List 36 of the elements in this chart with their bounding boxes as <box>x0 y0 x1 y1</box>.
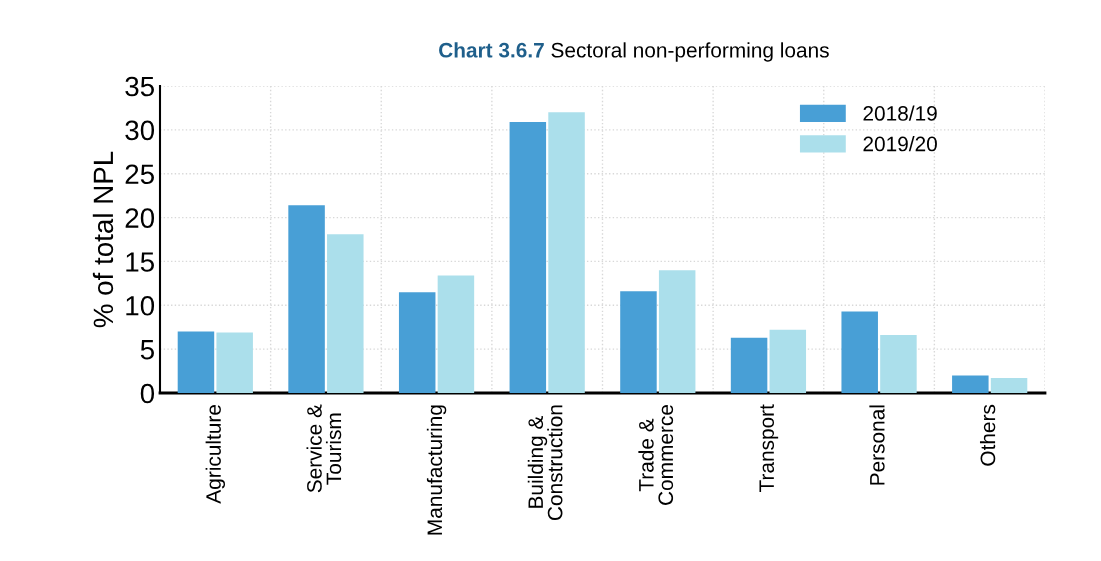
y-tick-label: 0 <box>140 383 155 404</box>
bar <box>880 335 917 393</box>
bar <box>730 337 768 393</box>
bar <box>398 292 436 393</box>
x-tick-label: Personal <box>869 405 885 485</box>
bar <box>620 291 657 393</box>
x-tick-label: Manufacturing <box>426 405 447 535</box>
bar <box>841 311 878 393</box>
bar <box>769 329 807 393</box>
legend-label: 2019/20 <box>863 136 937 152</box>
bar <box>177 331 215 393</box>
x-tick-label: Trade & Commerce <box>638 405 674 505</box>
bar <box>216 332 253 393</box>
y-tick-label: 10 <box>126 295 155 316</box>
bar <box>548 112 585 393</box>
y-tick-label: 20 <box>125 208 155 228</box>
y-tick-label: 25 <box>125 164 154 185</box>
y-tick-label: 15 <box>126 252 154 272</box>
x-tick-label: Service & Tourism <box>306 404 342 493</box>
x-tick-label: Building & Construction <box>527 405 563 520</box>
y-axis-title: % of total NPL <box>92 151 114 328</box>
bar <box>990 378 1028 393</box>
bar <box>437 275 475 393</box>
y-tick-label: 35 <box>125 76 154 97</box>
y-tick-label: 5 <box>140 340 154 360</box>
bar <box>327 234 364 393</box>
legend-label: 2018/19 <box>863 105 937 121</box>
bar <box>288 205 325 393</box>
x-tick-label: Others <box>979 404 996 466</box>
bar <box>658 270 696 393</box>
x-tick-label: Transport <box>759 404 779 492</box>
bar <box>509 121 547 393</box>
y-tick-label: 30 <box>125 120 155 141</box>
x-tick-label: Agriculture <box>205 405 226 504</box>
bar <box>952 375 989 393</box>
chart-title: Chart 3.6.7 Sectoral non-performing loans <box>439 42 829 62</box>
